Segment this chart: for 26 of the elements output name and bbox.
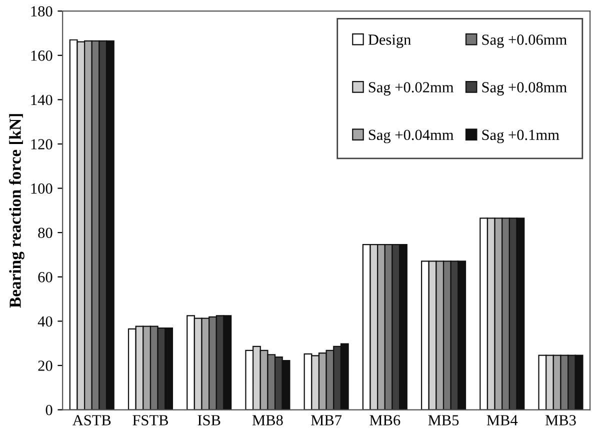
y-tick-label: 80 — [38, 228, 52, 238]
x-tick-label: MB7 — [311, 415, 342, 426]
x-tick-label: MB6 — [370, 415, 400, 426]
y-tick-label: 100 — [31, 183, 52, 194]
y-tick-label: 60 — [38, 272, 52, 282]
legend-label: Design — [368, 34, 411, 48]
y-tick-label: 140 — [31, 94, 52, 106]
x-tick-label: ASTB — [72, 415, 111, 426]
x-tick-label: FSTB — [132, 415, 168, 426]
legend-label: Sag +0.1mm — [482, 130, 560, 144]
y-tick-label: 0 — [46, 404, 52, 416]
x-tick-label: MB8 — [252, 415, 283, 426]
y-tick-label: 40 — [38, 316, 52, 327]
legend-label: Sag +0.04mm — [368, 130, 454, 144]
y-axis-title: Bearing reaction force [kN] — [8, 114, 24, 308]
legend-label: Sag +0.02mm — [368, 82, 454, 96]
y-tick-label: 20 — [38, 360, 52, 371]
x-tick-label: MB4 — [486, 415, 518, 426]
legend-label: Sag +0.06mm — [482, 34, 567, 48]
y-tick-label: 120 — [31, 139, 52, 150]
x-tick-label: ISB — [198, 415, 220, 426]
x-tick-label: MB5 — [428, 415, 459, 426]
y-tick-label: 160 — [31, 50, 52, 61]
legend-label: Sag +0.08mm — [482, 82, 567, 96]
x-tick-label: MB3 — [545, 415, 576, 426]
y-tick-label: 180 — [31, 6, 52, 17]
